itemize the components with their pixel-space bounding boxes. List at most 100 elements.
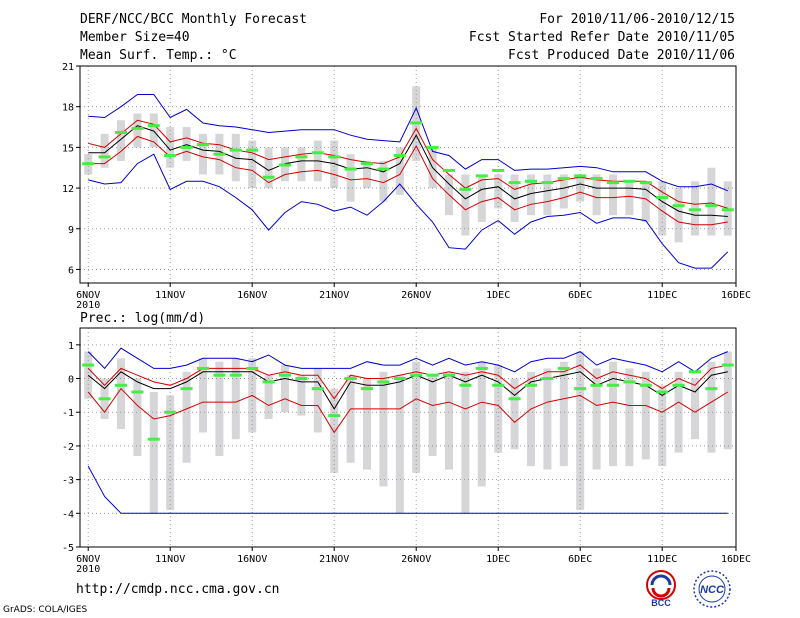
climate-marker <box>639 181 652 185</box>
x-tick-label: 26NOV <box>401 554 431 565</box>
climate-marker <box>574 387 587 391</box>
climate-marker <box>82 363 95 367</box>
climate-marker <box>525 179 537 183</box>
climate-marker <box>180 387 193 391</box>
series-min-line <box>88 153 729 269</box>
x-tick-label: 21NOV <box>319 554 349 565</box>
climate-marker <box>459 187 472 191</box>
climate-marker <box>672 204 685 208</box>
climate-marker <box>147 437 160 441</box>
climate-marker <box>492 383 505 387</box>
ensemble-box <box>576 351 585 510</box>
ensemble-box <box>133 113 142 148</box>
ensemble-box <box>149 392 158 514</box>
x-tick-label: 26NOV <box>401 290 431 301</box>
ensemble-box <box>707 361 716 453</box>
ensemble-box <box>133 378 142 457</box>
climate-marker <box>557 366 570 370</box>
ensemble-box <box>543 174 552 216</box>
climate-marker <box>344 167 357 171</box>
ensemble-box <box>428 375 437 457</box>
climate-marker <box>689 208 701 212</box>
ensemble-box <box>707 167 716 236</box>
climate-marker <box>541 377 554 381</box>
y-tick-label: 6 <box>68 265 74 276</box>
climate-marker <box>574 174 587 178</box>
climate-marker <box>410 373 423 377</box>
ensemble-box <box>510 378 519 450</box>
climate-marker <box>82 162 95 166</box>
climate-marker <box>311 151 324 155</box>
climate-marker <box>475 174 488 178</box>
x-tick-label: 11DEC <box>647 554 677 565</box>
ensemble-box <box>625 368 634 467</box>
ensemble-box <box>379 160 388 202</box>
y-tick-label: -3 <box>62 476 74 487</box>
x-tick-label: 11NOV <box>155 290 185 301</box>
x-tick-label: 16NOV <box>237 554 267 565</box>
climate-marker <box>393 154 406 158</box>
climate-marker <box>262 175 275 179</box>
climate-marker <box>443 373 455 377</box>
climate-marker <box>623 380 636 384</box>
ensemble-box <box>494 174 503 209</box>
source-url[interactable]: http://cmdp.ncc.cma.gov.cn <box>76 582 280 597</box>
climate-marker <box>410 121 423 125</box>
ensemble-box <box>248 140 257 189</box>
climate-marker <box>147 124 160 128</box>
y-tick-label: -4 <box>62 509 74 520</box>
x-tick-label: 11NOV <box>155 554 185 565</box>
climate-marker <box>393 377 406 381</box>
climate-marker <box>164 410 177 414</box>
climate-marker <box>213 373 226 377</box>
ensemble-box <box>723 351 732 450</box>
x-tick-label: 6DEC <box>568 290 592 301</box>
ensemble-box <box>510 174 519 222</box>
ensemble-box <box>609 174 617 216</box>
climate-marker <box>656 390 669 394</box>
ensemble-box <box>658 181 667 236</box>
y-tick-label: 1 <box>68 341 74 352</box>
ensemble-box <box>625 181 634 216</box>
member-size-label: Member Size=40 <box>80 30 190 45</box>
variable-label: Mean Surf. Temp.: °C <box>80 48 237 63</box>
climate-marker <box>344 377 357 381</box>
climate-marker <box>426 145 439 149</box>
climate-marker <box>279 373 291 377</box>
climate-marker <box>656 196 669 200</box>
y-tick-label: -5 <box>62 543 74 554</box>
x-tick-label: 21NOV <box>319 290 349 301</box>
y-tick-label: -1 <box>62 408 74 419</box>
climate-marker <box>459 383 472 387</box>
ensemble-box <box>592 174 601 216</box>
ensemble-box <box>527 371 535 467</box>
climate-marker <box>115 130 127 134</box>
climate-marker <box>607 181 619 185</box>
ensemble-box <box>117 120 125 161</box>
climate-marker <box>590 177 603 181</box>
ensemble-box <box>199 133 207 175</box>
x-tick-label: 6DEC <box>568 554 592 565</box>
climate-marker <box>541 181 554 185</box>
climate-marker <box>164 154 177 158</box>
climate-marker <box>705 387 718 391</box>
ensemble-box <box>461 371 470 514</box>
climate-marker <box>311 387 324 391</box>
ensemble-box <box>609 361 617 467</box>
x-tick-label: 16DEC <box>721 290 751 301</box>
precip-panel-title: Prec.: log(mm/d) <box>80 311 205 326</box>
climate-marker <box>262 380 275 384</box>
series-upper-line <box>88 119 728 209</box>
climate-marker <box>98 155 111 159</box>
ensemble-box <box>100 133 109 168</box>
climate-marker <box>377 380 390 384</box>
series-max-line <box>88 94 728 192</box>
series-lower-line <box>87 387 729 434</box>
ensemble-box <box>477 361 486 487</box>
plot-frame <box>79 327 737 548</box>
series-mean-line <box>88 125 728 217</box>
climate-marker <box>131 126 144 130</box>
y-tick-label: 12 <box>62 184 74 195</box>
ensemble-box <box>149 113 158 148</box>
